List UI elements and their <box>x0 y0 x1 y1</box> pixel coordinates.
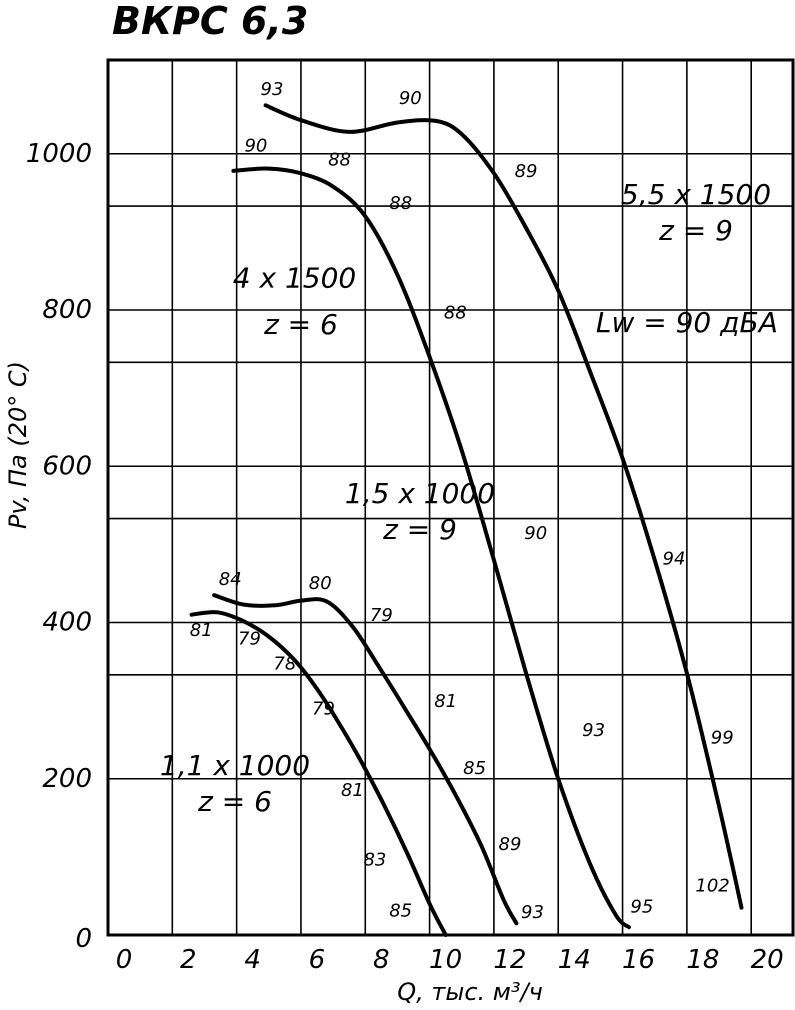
x-tick-label: 14 <box>558 945 591 975</box>
fan-curve-3 <box>231 166 631 930</box>
y-tick-label: 800 <box>42 295 92 325</box>
x-axis-title: Q, тыс. м³/ч <box>397 978 543 1006</box>
x-tick-label: 12 <box>493 945 526 975</box>
noise-level-label: 95 <box>630 896 653 917</box>
chart-title: ВКРС 6,3 <box>112 0 308 43</box>
series-caption: 1,5 x 1000 <box>345 477 495 510</box>
noise-level-label: 90 <box>244 135 267 156</box>
x-tick-label: 20 <box>751 945 784 975</box>
noise-level-label: 81 <box>190 620 213 641</box>
series-caption: 5,5 x 1500 <box>621 178 771 211</box>
x-tick-label: 16 <box>622 945 655 975</box>
x-tick-label: 4 <box>244 945 261 975</box>
noise-level-label: 84 <box>219 569 242 590</box>
series-caption: z = 9 <box>658 214 733 247</box>
curve-point-labels: 81 79 78 79 81 83 85 84 80 79 81 85 89 93 90 88 88 88 90 93… <box>190 79 734 923</box>
chart-annotation: z = 6 <box>263 308 338 341</box>
x-tick-label: 6 <box>309 945 326 975</box>
noise-level-label: 79 <box>370 605 393 626</box>
noise-level-label: 90 <box>399 88 422 109</box>
noise-level-label: 83 <box>363 849 386 870</box>
y-tick-label: 600 <box>42 451 92 481</box>
noise-level-label: 93 <box>582 720 605 741</box>
fan-curve-1 <box>189 610 448 937</box>
chart-annotation: 4 x 1500 <box>233 261 356 294</box>
fan-curve-2 <box>212 593 519 926</box>
noise-level-label: 81 <box>341 780 364 801</box>
noise-level-label: 88 <box>444 303 467 324</box>
series-caption: z = 6 <box>197 785 272 818</box>
plot-frame <box>106 58 795 937</box>
noise-level-label: 89 <box>499 834 522 855</box>
y-tick-label: 0 <box>75 924 92 954</box>
x-tick-label: 18 <box>686 945 719 975</box>
noise-level-label: 79 <box>312 699 335 720</box>
fan-curve-4 <box>263 103 744 910</box>
x-tick-label: 8 <box>373 945 390 975</box>
noise-level-label: 80 <box>309 573 332 594</box>
noise-level-label: 94 <box>663 549 686 570</box>
y-tick-label: 200 <box>42 764 92 794</box>
noise-level-label: 79 <box>238 628 261 649</box>
x-tick-label: 10 <box>429 945 462 975</box>
x-tick-label: 0 <box>116 945 133 975</box>
gridlines <box>108 60 793 935</box>
noise-level-label: 88 <box>389 193 412 214</box>
noise-level-label: 102 <box>695 875 729 896</box>
noise-level-label: 93 <box>261 79 284 100</box>
noise-level-label: 88 <box>328 149 351 170</box>
noise-level-label: 99 <box>711 728 734 749</box>
y-tick-label: 400 <box>42 608 92 638</box>
noise-level-label: 93 <box>521 902 544 923</box>
noise-level-label: 81 <box>434 691 457 712</box>
series-caption: 1,1 x 1000 <box>160 749 310 782</box>
noise-level-label: 85 <box>463 758 486 779</box>
noise-level-label: 89 <box>515 161 538 182</box>
y-axis-title: Pv, Па (20° С) <box>4 361 32 529</box>
x-tick-label: 2 <box>180 945 197 975</box>
noise-level-label: 90 <box>524 523 547 544</box>
chart-annotation: Lw = 90 дБА <box>596 306 778 339</box>
noise-level-label: 85 <box>389 900 412 921</box>
fan-curves <box>189 103 744 937</box>
y-tick-label: 1000 <box>26 139 92 169</box>
noise-level-label: 78 <box>273 653 296 674</box>
series-caption: z = 9 <box>382 513 457 546</box>
